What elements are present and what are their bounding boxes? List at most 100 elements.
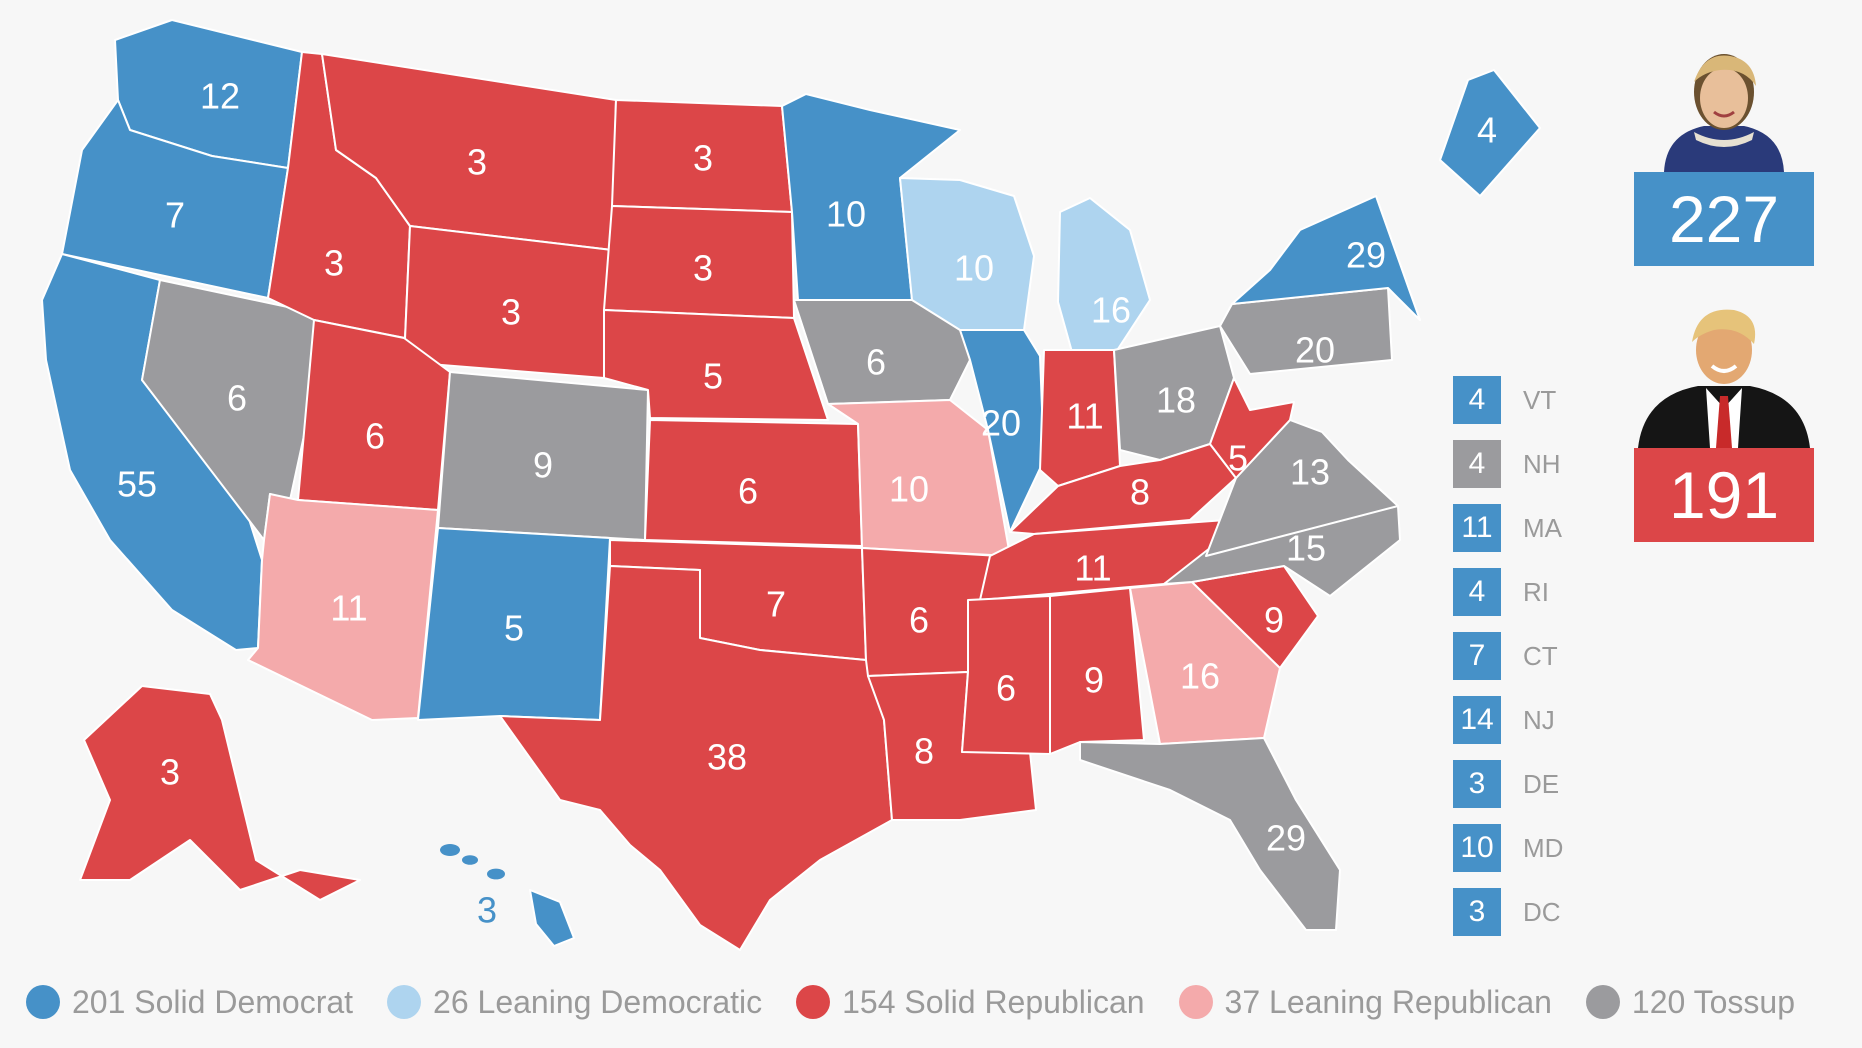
ev-label-in: 11 <box>1066 396 1103 437</box>
ev-label-nc: 15 <box>1286 528 1326 569</box>
legend-label: 37 Leaning Republican <box>1224 983 1552 1020</box>
small-state-abbr: CT <box>1523 640 1558 671</box>
ev-label-az: 11 <box>330 588 367 629</box>
ev-label-mo: 10 <box>889 469 929 510</box>
hawaii-island <box>487 868 505 880</box>
clinton-portrait <box>1634 22 1814 172</box>
ev-label-oh: 18 <box>1156 380 1196 421</box>
state-me[interactable] <box>1439 69 1541 197</box>
ev-label-nm: 5 <box>504 608 524 649</box>
ev-label-nd: 3 <box>693 138 713 179</box>
small-state-row-dc[interactable]: 3 DC <box>1453 888 1561 936</box>
ev-label-la: 8 <box>914 731 934 772</box>
small-state-ev: 11 <box>1453 504 1501 552</box>
small-state-abbr: DC <box>1523 896 1561 927</box>
state-pa[interactable] <box>1219 287 1393 375</box>
state-mi[interactable] <box>1057 197 1151 353</box>
small-state-row-ma[interactable]: 11 MA <box>1453 504 1562 552</box>
state-ny[interactable] <box>1231 195 1421 321</box>
ev-label-pa: 20 <box>1295 330 1335 371</box>
ev-label-il: 20 <box>981 403 1021 444</box>
ev-label-sc: 9 <box>1264 600 1284 641</box>
trump-portrait <box>1634 300 1814 448</box>
legend-item-leaning-republican: 37 Leaning Republican <box>1178 983 1552 1021</box>
small-state-abbr: MD <box>1523 832 1564 863</box>
ev-label-al: 9 <box>1084 660 1104 701</box>
clinton-total: 227 <box>1634 172 1814 266</box>
state-wi[interactable] <box>899 177 1035 331</box>
legend-label: 154 Solid Republican <box>842 983 1145 1020</box>
ev-label-wy: 3 <box>501 292 521 333</box>
state-ak[interactable] <box>79 685 361 901</box>
legend-dot-icon <box>387 985 422 1019</box>
ev-label-mi: 16 <box>1091 290 1131 331</box>
legend-dot-icon <box>26 985 60 1019</box>
small-state-row-md[interactable]: 10 MD <box>1453 824 1563 872</box>
ev-label-or: 7 <box>165 195 185 236</box>
ev-label-ks: 6 <box>738 471 758 512</box>
small-state-abbr: NJ <box>1523 704 1555 735</box>
small-state-abbr: RI <box>1523 576 1549 607</box>
ev-label-id: 3 <box>324 243 344 284</box>
small-state-ev: 4 <box>1453 568 1501 616</box>
ev-label-nv: 6 <box>227 378 247 419</box>
legend-item-tossup: 120 Tossup <box>1585 983 1796 1021</box>
state-hi[interactable] <box>529 889 575 947</box>
ev-label-ia: 6 <box>866 342 886 383</box>
state-il[interactable] <box>959 329 1045 533</box>
legend-label: 120 Tossup <box>1631 983 1796 1020</box>
small-state-row-nj[interactable]: 14 NJ <box>1453 696 1555 744</box>
trump-total: 191 <box>1634 448 1814 542</box>
small-state-abbr: DE <box>1523 768 1560 799</box>
ev-label-ok: 7 <box>766 584 786 625</box>
small-state-ev: 3 <box>1453 888 1501 936</box>
state-ne[interactable] <box>603 309 829 421</box>
small-state-row-de[interactable]: 3 DE <box>1453 760 1559 808</box>
state-ms[interactable] <box>961 595 1051 755</box>
ev-label-ar: 6 <box>909 600 929 641</box>
hawaii-island <box>462 855 478 865</box>
trump-panel: 191 <box>1634 300 1814 542</box>
state-tx[interactable] <box>499 565 893 951</box>
legend-label: 26 Leaning Democratic <box>433 983 763 1020</box>
legend: 201 Solid Democrat 26 Leaning Democratic 1… <box>26 980 1829 1024</box>
ev-label-mn: 10 <box>826 194 866 235</box>
legend-dot-icon <box>796 985 831 1019</box>
state-az[interactable] <box>247 493 439 721</box>
legend-item-solid-democrat: 201 Solid Democrat <box>26 984 353 1021</box>
ev-label-ut: 6 <box>365 416 385 457</box>
ev-label-wv: 5 <box>1228 438 1248 479</box>
small-state-ev: 3 <box>1453 760 1501 808</box>
ev-label-ky: 8 <box>1130 472 1150 513</box>
clinton-panel: 227 <box>1634 22 1814 266</box>
ev-label-wa: 12 <box>200 76 240 117</box>
small-state-row-nh[interactable]: 4 NH <box>1453 440 1561 488</box>
legend-dot-icon <box>1178 985 1213 1019</box>
ev-label-mt: 3 <box>467 142 487 183</box>
small-state-ev: 14 <box>1453 696 1501 744</box>
ev-label-wi: 10 <box>954 248 994 289</box>
ev-label-va: 13 <box>1290 452 1330 493</box>
small-state-ev: 10 <box>1453 824 1501 872</box>
small-state-ev: 4 <box>1453 440 1501 488</box>
small-state-ev: 7 <box>1453 632 1501 680</box>
ev-label-ms: 6 <box>996 668 1016 709</box>
small-state-row-ct[interactable]: 7 CT <box>1453 632 1558 680</box>
small-state-row-vt[interactable]: 4 VT <box>1453 376 1556 424</box>
state-fl[interactable] <box>1079 737 1341 931</box>
hawaii-island <box>440 844 460 856</box>
ev-label-co: 9 <box>533 445 553 486</box>
small-state-abbr: NH <box>1523 448 1561 479</box>
state-al[interactable] <box>1049 587 1145 755</box>
ev-label-ny: 29 <box>1346 235 1386 276</box>
small-state-row-ri[interactable]: 4 RI <box>1453 568 1549 616</box>
ev-label-ak: 3 <box>160 752 180 793</box>
small-state-ev: 4 <box>1453 376 1501 424</box>
state-wv[interactable] <box>1209 377 1295 479</box>
ev-label-ne: 5 <box>703 356 723 397</box>
legend-dot-icon <box>1585 985 1620 1019</box>
ev-label-fl: 29 <box>1266 818 1306 859</box>
ev-label-hi: 3 <box>477 890 497 931</box>
legend-label: 201 Solid Democrat <box>72 983 354 1020</box>
